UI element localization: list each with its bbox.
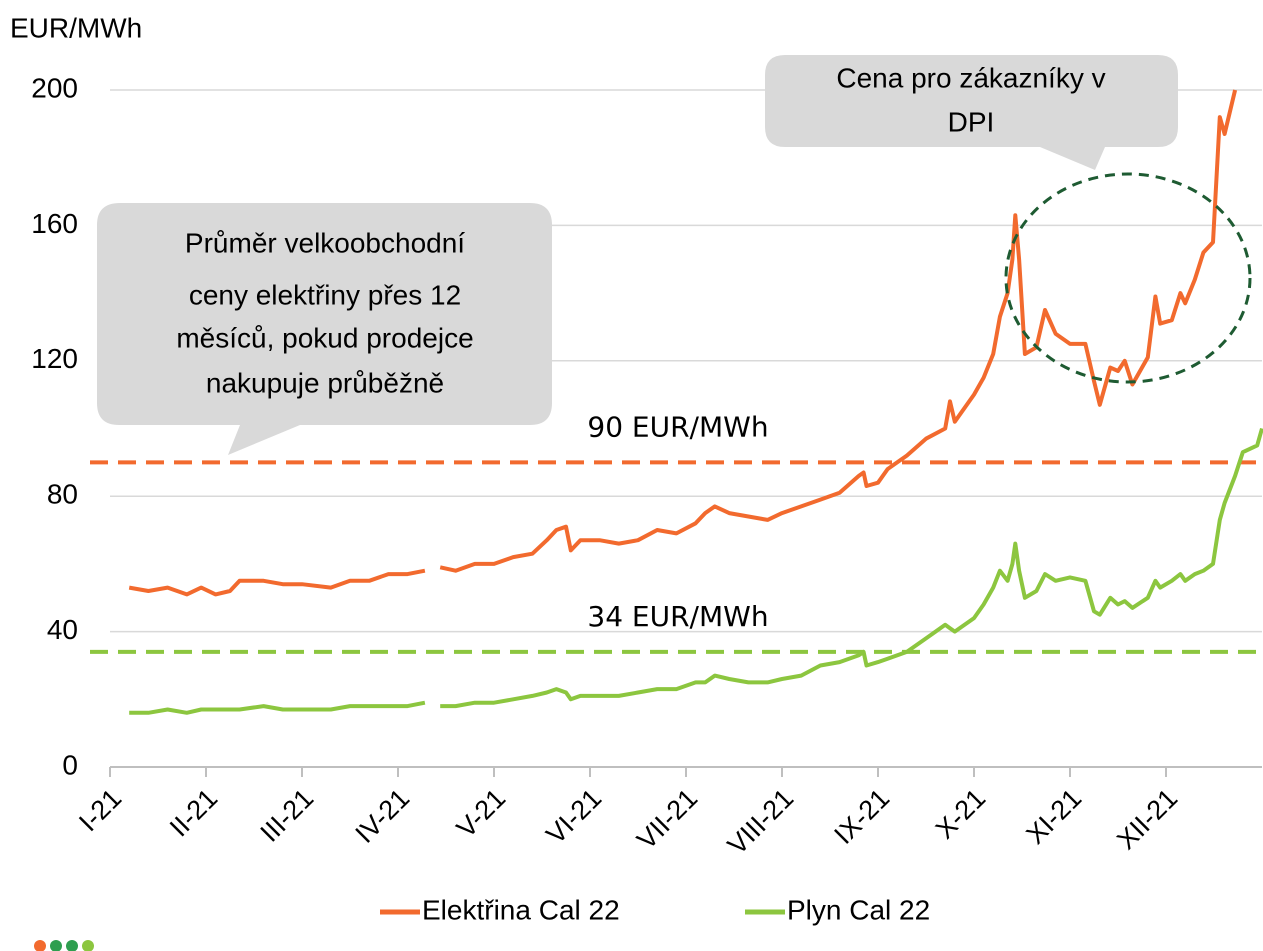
legend-label: Elektřina Cal 22 [422,894,620,925]
legend: Elektřina Cal 22 Plyn Cal 22 [380,894,930,925]
logo-dot [82,940,94,951]
y-tick-label: 120 [31,343,78,374]
y-tick-label: 80 [47,479,78,510]
x-tick-label: IV-21 [349,783,415,849]
callout-text: Cena pro zákazníky v [836,62,1105,93]
grid: 0 40 80 120 160 200 I-21 II-21 III-21 IV-21 V-21 VI… [31,72,1262,861]
y-tick-label: 160 [31,208,78,239]
callout-text: ceny elektřiny přes 12 [189,279,461,310]
callout-text: nakupuje průběžně [206,367,444,398]
series-line [129,427,1263,715]
x-tick-label: XII-21 [1111,783,1183,855]
x-tick-label: IX-21 [828,783,895,850]
series-line [128,89,1238,597]
x-tick-label: XI-21 [1020,783,1087,850]
callout-text: DPI [948,106,995,137]
x-tick-label: II-21 [164,783,223,842]
y-tick-label: 200 [31,72,78,103]
logo-dot [34,940,46,951]
x-tick-label: I-21 [73,783,127,837]
callout-text: Průměr velkoobchodní [185,227,465,258]
legend-label: Plyn Cal 22 [787,894,930,925]
y-tick-label: 40 [47,614,78,645]
lines [128,89,1263,715]
x-tick-label: X-21 [930,783,992,845]
reference-label: 90 EUR/MWh [587,410,768,443]
y-tick-label: 0 [62,749,78,780]
x-tick-label: III-21 [255,783,320,848]
logo-dot [50,940,62,951]
callout-bubble [97,203,552,455]
y-axis-label: EUR/MWh [10,12,142,43]
logo-dot [66,940,78,951]
x-tick-label: V-21 [451,783,511,843]
highlight-ellipse [1004,172,1252,384]
x-tick-label: VII-21 [631,783,703,855]
x-tick-label: VIII-21 [722,783,799,860]
reference-lines: 90 EUR/MWh 34 EUR/MWh [90,410,1262,654]
reference-label: 34 EUR/MWh [587,600,768,633]
callout-text: měsíců, pokud prodejce [176,322,473,353]
callout-bubble [765,55,1178,170]
x-tick-label: VI-21 [540,783,607,850]
